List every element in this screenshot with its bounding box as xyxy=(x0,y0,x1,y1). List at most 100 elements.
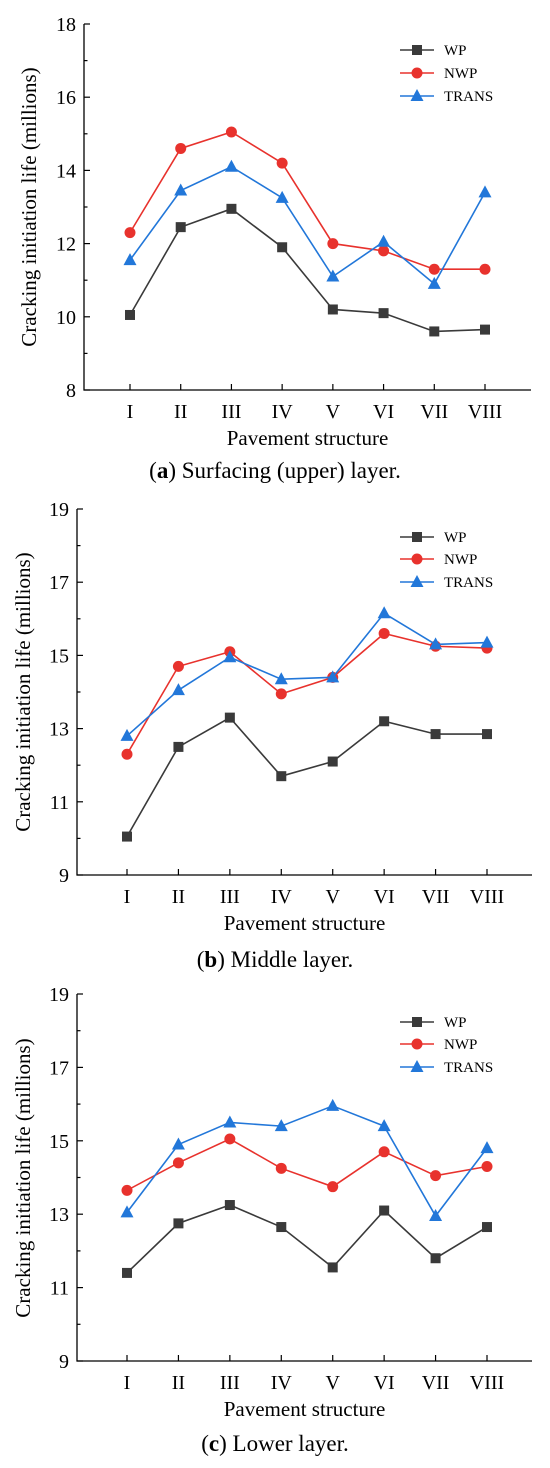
data-point xyxy=(277,242,288,253)
y-tick-label: 9 xyxy=(59,865,69,887)
data-point xyxy=(429,637,443,650)
data-point xyxy=(124,227,136,239)
legend-marker xyxy=(411,553,423,565)
data-point xyxy=(224,1133,236,1145)
data-point xyxy=(121,1184,133,1196)
legend-marker xyxy=(411,67,423,79)
data-point xyxy=(377,234,391,247)
y-axis-title: Cracking initiation life (millions) xyxy=(11,1038,35,1317)
data-point xyxy=(171,1137,185,1150)
series-line xyxy=(129,207,486,333)
series-nwp xyxy=(124,126,491,275)
caption-text: Surfacing (upper) layer. xyxy=(176,458,401,483)
x-tick-label: VII xyxy=(422,1372,450,1394)
data-point xyxy=(480,1141,494,1154)
x-tick-label: I xyxy=(124,886,131,908)
x-tick-label: VIII xyxy=(470,886,504,908)
legend-marker xyxy=(411,1038,423,1050)
data-point xyxy=(378,308,389,319)
data-point xyxy=(326,670,340,683)
y-tick-label: 11 xyxy=(50,792,69,814)
data-point xyxy=(123,253,137,266)
legend-label: WP xyxy=(444,1015,467,1031)
caption-letter: c xyxy=(209,1431,219,1456)
caption-letter: b xyxy=(204,947,217,972)
y-tick-label: 17 xyxy=(49,1057,69,1079)
series-wp xyxy=(125,203,490,337)
caption-paren-close: ) xyxy=(219,1431,227,1456)
data-point xyxy=(430,1170,442,1182)
legend-label: WP xyxy=(444,530,467,546)
caption-text: Middle layer. xyxy=(225,947,353,972)
data-point xyxy=(480,324,490,335)
data-point xyxy=(275,1162,287,1174)
data-point xyxy=(276,1222,287,1233)
data-point xyxy=(327,1181,339,1193)
x-tick-label: II xyxy=(174,401,187,423)
data-point xyxy=(482,1222,492,1233)
x-tick-label: VI xyxy=(373,401,394,423)
caption-paren-close: ) xyxy=(217,947,225,972)
data-point xyxy=(429,1209,443,1222)
data-point xyxy=(480,635,494,648)
series-line xyxy=(126,1138,488,1192)
data-point xyxy=(223,1115,237,1128)
data-point xyxy=(175,142,187,154)
data-point xyxy=(125,309,135,320)
legend-label: TRANS xyxy=(444,89,493,105)
series-line xyxy=(129,165,486,286)
series-line xyxy=(126,632,488,755)
data-point xyxy=(225,126,237,138)
x-tick-label: II xyxy=(172,886,185,908)
data-point xyxy=(121,748,133,760)
series-line xyxy=(126,1204,488,1274)
data-point xyxy=(430,1253,441,1264)
legend-marker xyxy=(410,575,424,587)
caption-paren-open: ( xyxy=(197,947,205,972)
x-tick-label: VI xyxy=(374,1372,395,1394)
data-point xyxy=(327,304,338,315)
y-tick-label: 9 xyxy=(59,1351,69,1373)
series-line xyxy=(126,1105,488,1218)
legend-label: WP xyxy=(444,43,467,59)
y-tick-label: 19 xyxy=(49,499,69,521)
y-tick-label: 16 xyxy=(56,87,76,109)
series-nwp xyxy=(121,1133,493,1196)
series-wp xyxy=(122,712,492,842)
y-tick-label: 15 xyxy=(49,645,69,667)
data-point xyxy=(327,756,338,767)
data-point xyxy=(379,1205,390,1216)
y-tick-label: 18 xyxy=(56,14,76,36)
legend-label: NWP xyxy=(444,1037,477,1053)
caption-paren-open: ( xyxy=(201,1431,209,1456)
series-line xyxy=(129,131,485,271)
y-tick-label: 14 xyxy=(56,160,76,182)
y-tick-label: 11 xyxy=(50,1278,69,1300)
data-point xyxy=(378,1146,390,1158)
y-tick-label: 13 xyxy=(49,719,69,741)
legend-label: TRANS xyxy=(444,1060,493,1076)
data-point xyxy=(226,203,237,214)
legend-marker xyxy=(410,89,424,101)
data-point xyxy=(428,263,440,275)
y-axis-title: Cracking initiation life (millions) xyxy=(11,552,35,831)
data-point xyxy=(326,269,340,282)
data-point xyxy=(120,728,134,741)
data-point xyxy=(481,1160,493,1172)
data-point xyxy=(172,660,184,672)
x-tick-label: VII xyxy=(420,401,448,423)
panel-caption: (a) Surfacing (upper) layer. xyxy=(149,458,401,483)
data-point xyxy=(122,831,132,842)
data-point xyxy=(275,190,289,203)
data-point xyxy=(276,157,288,169)
data-point xyxy=(275,688,287,700)
data-point xyxy=(174,183,188,196)
data-point xyxy=(171,683,185,696)
data-point xyxy=(478,185,492,198)
x-tick-label: IV xyxy=(272,401,294,423)
caption-paren-open: ( xyxy=(149,458,157,483)
x-tick-label: IV xyxy=(271,1372,293,1394)
